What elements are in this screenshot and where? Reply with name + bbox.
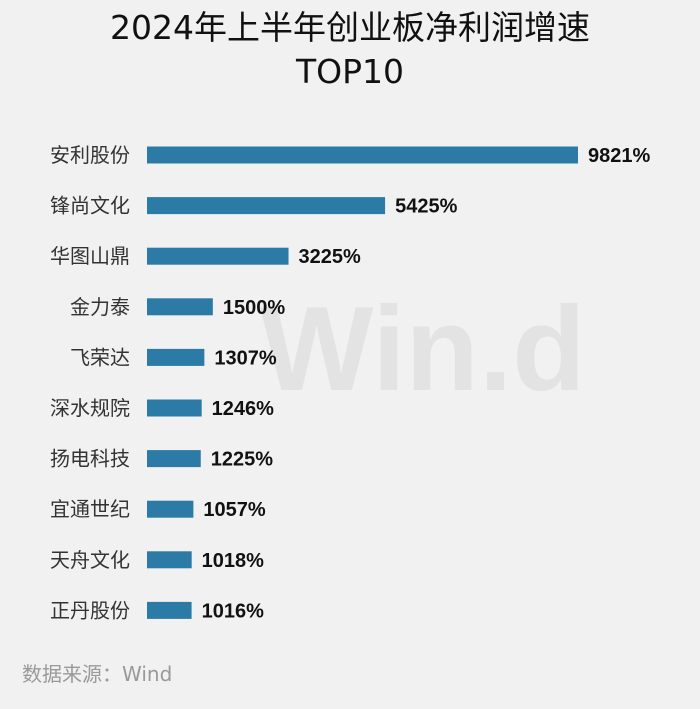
chart-title-line2: TOP10 (295, 52, 405, 91)
category-label: 金力泰 (70, 295, 130, 319)
bar (147, 298, 213, 316)
category-label: 深水规院 (50, 396, 130, 420)
value-label: 1246% (212, 398, 274, 420)
bar (147, 551, 192, 569)
value-label: 1016% (202, 600, 264, 622)
value-label: 1225% (211, 449, 273, 471)
value-label: 1057% (203, 499, 265, 521)
bar (147, 348, 205, 366)
bar (147, 500, 194, 518)
value-label: 1307% (214, 347, 276, 369)
bar (147, 450, 201, 468)
category-label: 飞荣达 (70, 345, 130, 369)
category-label: 宜通世纪 (50, 497, 130, 521)
category-label: 华图山鼎 (50, 244, 130, 268)
value-label: 5425% (395, 196, 457, 218)
bars-group: 安利股份 9821% 锋尚文化 5425% 华图山鼎 3225% 金力泰 1500% 飞荣达 13… (50, 143, 650, 622)
chart-title-line1: 2024年上半年创业板净利润增速 (110, 8, 590, 47)
category-label: 天舟文化 (50, 548, 130, 572)
bar (147, 146, 578, 164)
bar (147, 399, 202, 417)
value-label: 1500% (223, 297, 285, 319)
bar (147, 197, 386, 215)
value-label: 3225% (299, 246, 361, 268)
value-label: 1018% (202, 550, 264, 572)
watermark: Win.d (260, 282, 586, 416)
value-label: 9821% (588, 145, 650, 167)
category-label: 锋尚文化 (50, 194, 130, 218)
bar (147, 247, 289, 265)
chart-title: 2024年上半年创业板净利润增速 TOP10 (0, 6, 700, 94)
category-label: 扬电科技 (50, 447, 130, 471)
source-note: 数据来源：Wind (22, 662, 173, 686)
category-label: 正丹股份 (50, 598, 130, 622)
category-label: 安利股份 (50, 143, 130, 167)
bar (147, 601, 192, 619)
